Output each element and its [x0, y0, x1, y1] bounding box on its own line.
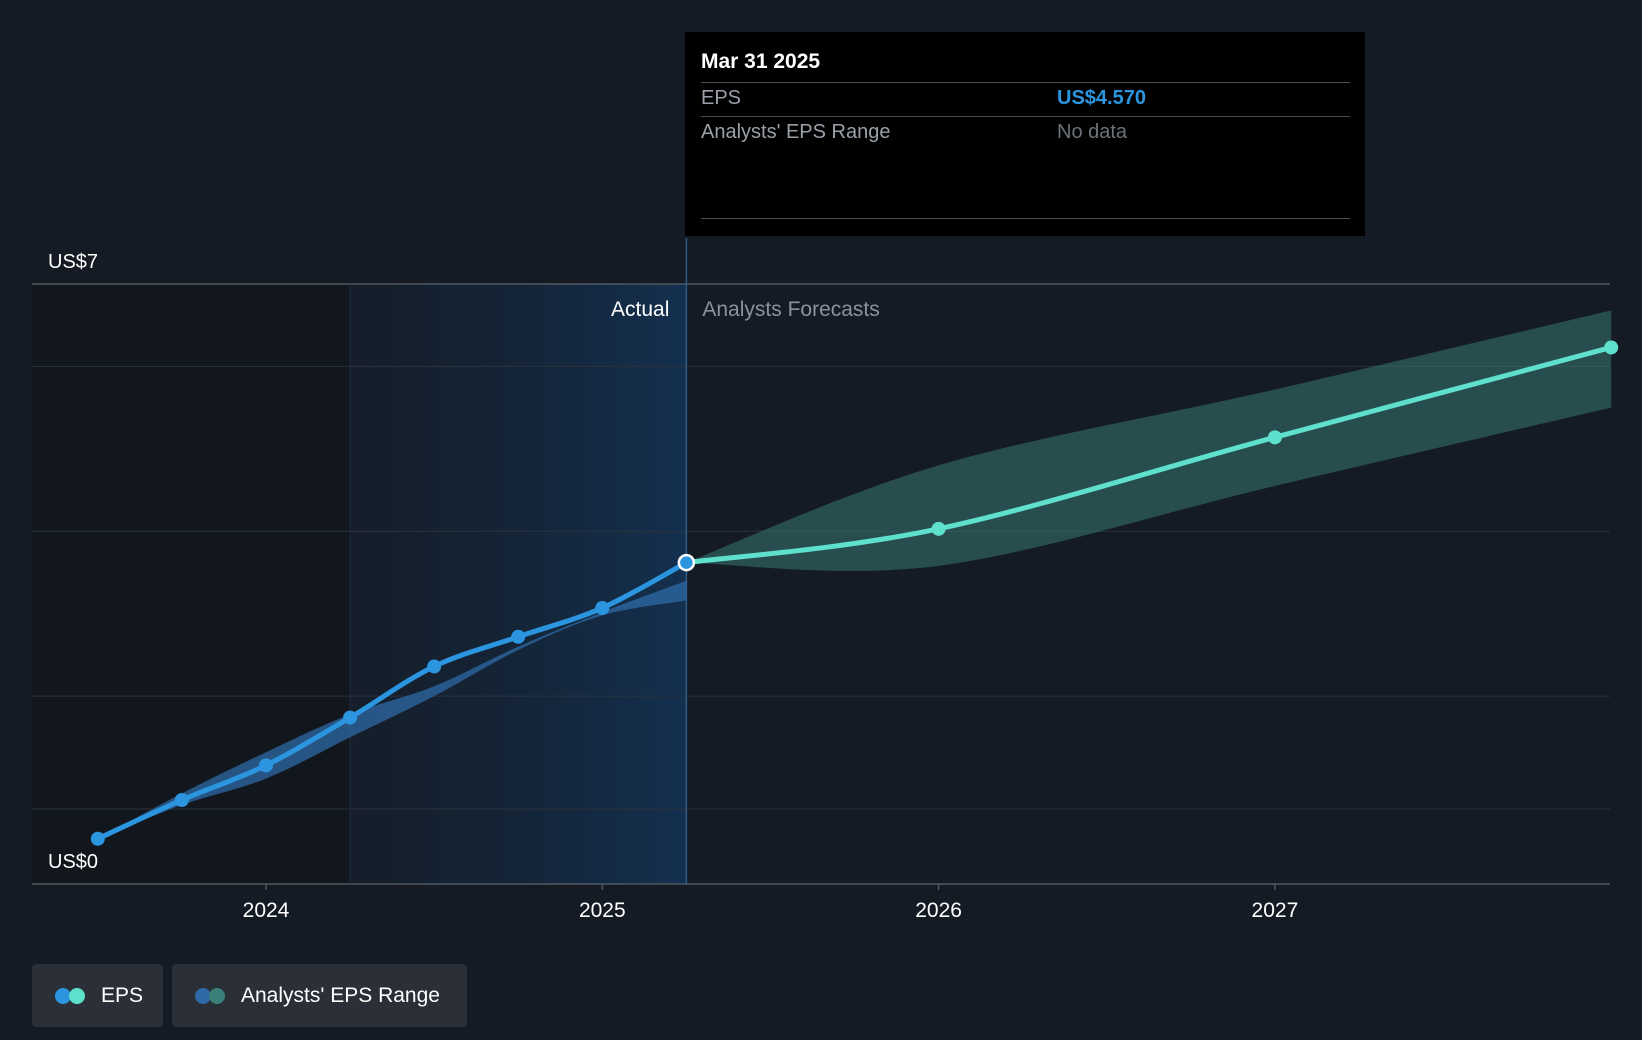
- legend-eps[interactable]: EPS: [32, 964, 163, 1027]
- eps-actual-line: [95, 560, 689, 842]
- x-axis-ticks: 2024 2025 2026 2027: [243, 884, 1299, 922]
- x-tick-label: 2024: [243, 899, 290, 922]
- actual-region-label: Actual: [611, 298, 669, 321]
- legend-analysts-range[interactable]: Analysts' EPS Range: [172, 964, 467, 1027]
- x-tick-label: 2025: [579, 899, 626, 922]
- tooltip-eps-value: US$4.570: [1057, 87, 1146, 109]
- eps-legend-icon: [55, 987, 87, 1004]
- eps-actual-point: [511, 629, 526, 644]
- tooltip-range-value: No data: [1057, 121, 1128, 143]
- eps-lines: [95, 344, 1614, 842]
- y-axis-label-top: US$7: [48, 251, 98, 273]
- forecast-eps-range-band: [686, 310, 1612, 571]
- legend-range-label: Analysts' EPS Range: [241, 983, 440, 1007]
- eps-actual-point: [343, 710, 358, 725]
- tooltip-divider: [701, 116, 1350, 117]
- tooltip-eps-label: EPS: [701, 87, 742, 109]
- range-legend-icon: [195, 987, 227, 1004]
- actual-region-highlight: [350, 284, 687, 884]
- eps-actual-point: [259, 758, 273, 773]
- legend-eps-label: EPS: [101, 983, 144, 1007]
- tooltip: Mar 31 2025 EPS US$4.570 Analysts' EPS R…: [685, 32, 1365, 236]
- eps-forecast-point: [931, 521, 946, 536]
- eps-actual-point: [90, 831, 105, 846]
- eps-actual-point: [427, 659, 442, 674]
- x-tick-label: 2027: [1252, 899, 1299, 922]
- eps-points: [90, 340, 1619, 846]
- eps-forecast-point: [1604, 340, 1619, 355]
- tooltip-date: Mar 31 2025: [701, 50, 821, 73]
- hover-marker: [677, 553, 696, 572]
- eps-actual-point: [595, 600, 610, 615]
- y-axis-label-bottom: US$0: [48, 851, 98, 873]
- eps-forecast-point: [1267, 430, 1282, 445]
- tooltip-divider: [701, 82, 1350, 83]
- past-region-shade: [32, 284, 350, 884]
- tooltip-range-label: Analysts' EPS Range: [701, 121, 891, 143]
- x-tick-label: 2026: [915, 899, 962, 922]
- eps-actual-point: [174, 793, 189, 808]
- eps-forecast-line: [683, 344, 1614, 566]
- tooltip-divider: [701, 218, 1350, 219]
- forecast-region-label: Analysts Forecasts: [702, 298, 879, 321]
